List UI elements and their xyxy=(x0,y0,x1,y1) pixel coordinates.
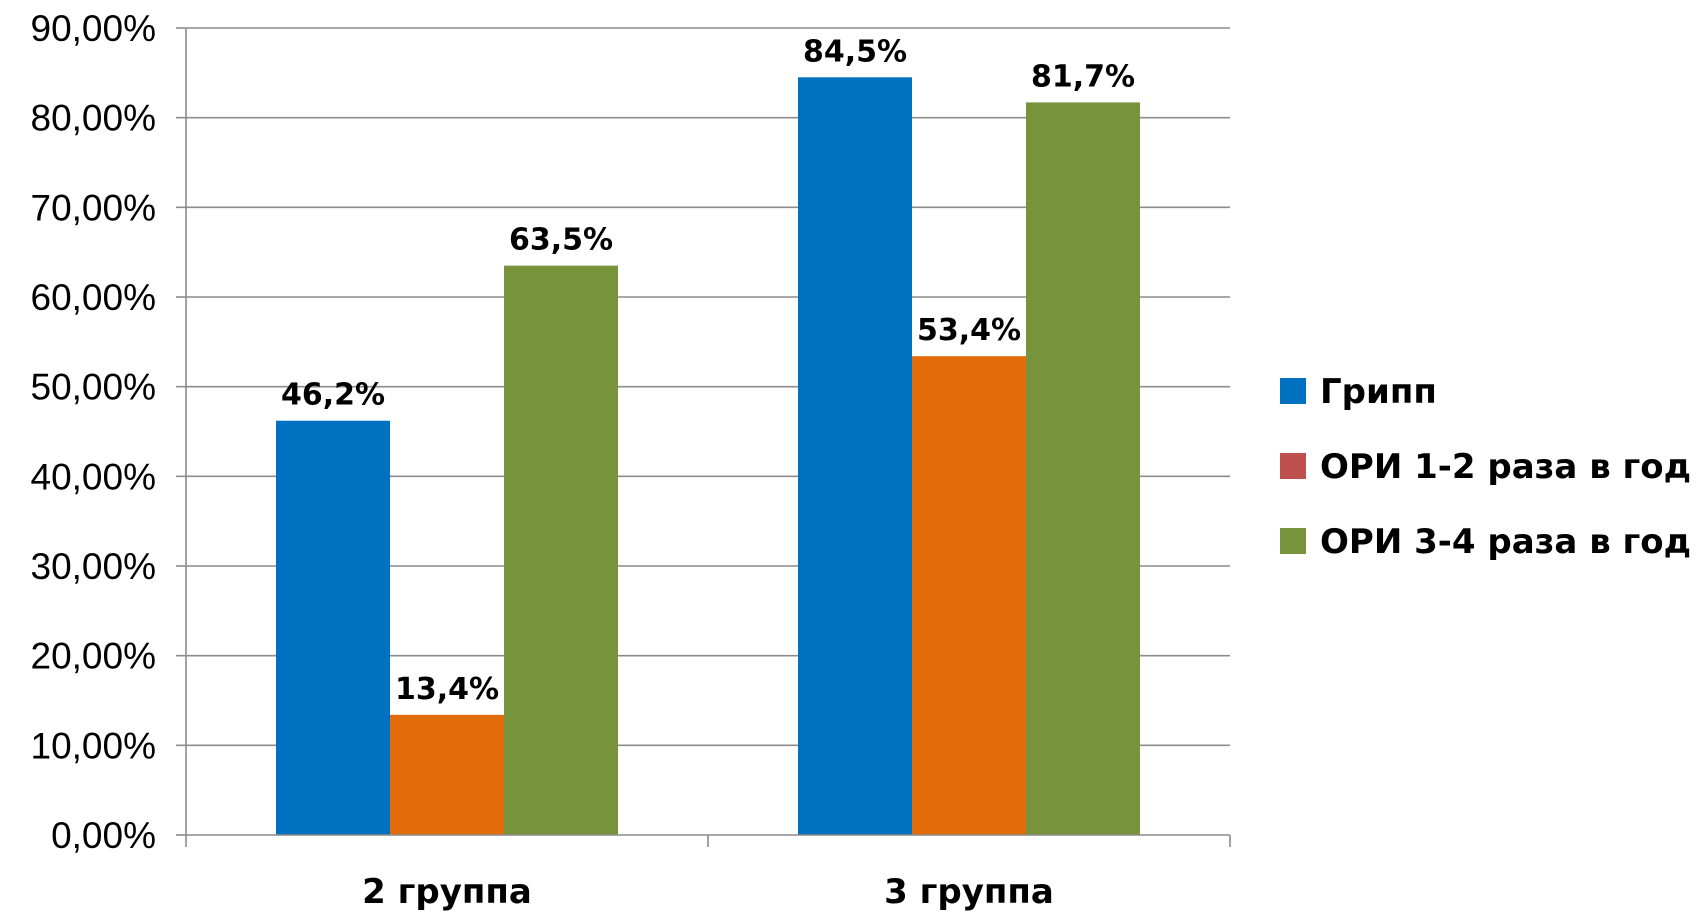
y-tick-label: 40,00% xyxy=(31,456,157,497)
y-tick-label: 0,00% xyxy=(51,815,156,856)
data-label: 81,7% xyxy=(1031,59,1135,94)
y-tick-label: 50,00% xyxy=(31,367,157,408)
y-tick-label: 30,00% xyxy=(31,546,157,587)
x-category-label: 3 группа xyxy=(884,872,1054,912)
bar xyxy=(276,420,390,835)
legend: Грипп ОРИ 1-2 раза в год ОРИ 3-4 раза в го… xyxy=(1280,372,1691,562)
y-tick-label: 20,00% xyxy=(31,636,157,677)
y-tick-label: 10,00% xyxy=(31,725,157,766)
data-label: 63,5% xyxy=(509,223,613,258)
data-label: 84,5% xyxy=(803,34,907,69)
legend-label: ОРИ 1-2 раза в год xyxy=(1320,447,1691,487)
data-labels: 46,2% 13,4% 63,5% 84,5% 53,4% 81,7% xyxy=(281,34,1135,707)
bars xyxy=(276,77,1140,836)
y-tick-label: 80,00% xyxy=(31,98,157,139)
data-label: 53,4% xyxy=(917,313,1021,348)
axes: 0,00% 10,00% 20,00% 30,00% 40,00% 50,00% 60,00… xyxy=(31,8,1231,912)
bar xyxy=(912,356,1026,835)
legend-swatch xyxy=(1280,528,1306,554)
legend-label: Грипп xyxy=(1320,372,1437,412)
bar xyxy=(390,714,504,835)
x-category-label: 2 группа xyxy=(362,872,532,912)
legend-swatch xyxy=(1280,378,1306,404)
y-tick-label: 70,00% xyxy=(31,187,157,228)
data-label: 46,2% xyxy=(281,378,385,413)
bar xyxy=(798,77,912,836)
data-label: 13,4% xyxy=(395,672,499,707)
bar xyxy=(1026,102,1140,835)
bar xyxy=(504,265,618,835)
y-tick-label: 60,00% xyxy=(31,277,157,318)
legend-label: ОРИ 3-4 раза в год xyxy=(1320,522,1691,562)
legend-swatch xyxy=(1280,453,1306,479)
y-tick-label: 90,00% xyxy=(31,8,157,49)
